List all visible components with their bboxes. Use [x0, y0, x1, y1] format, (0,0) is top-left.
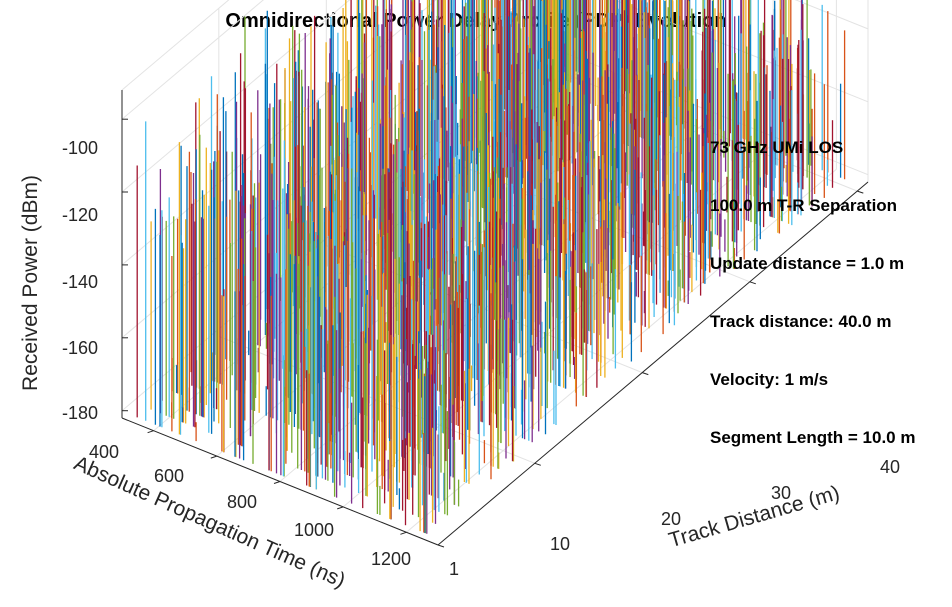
annotation-frequency: 73 GHz UMi LOS	[710, 138, 843, 157]
grid-line	[794, 0, 869, 30]
annotation-update-distance: Update distance = 1.0 m	[710, 254, 904, 273]
z-tick-label: -100	[62, 138, 98, 158]
chart-title: Omnidirectional Power Delay Profile (PDP…	[225, 10, 726, 32]
y-tick-label: 1	[449, 559, 459, 579]
y-tick-label: 30	[771, 483, 791, 503]
z-tick-label: -140	[62, 272, 98, 292]
y-tick-labels: 1 10 20 30 40	[449, 457, 900, 579]
stem-series	[136, 0, 846, 534]
x-tick-labels: 400 600 800 1000 1200	[89, 442, 411, 569]
grid-line	[121, 0, 230, 91]
x-tick-label: 400	[89, 442, 119, 462]
x-tick-label: 600	[154, 466, 184, 486]
y-tick	[857, 190, 864, 194]
x-tick-label: 1200	[371, 549, 411, 569]
z-tick-labels: -100 -120 -140 -160 -180	[62, 138, 98, 423]
annotation-segment-length: Segment Length = 10.0 m	[710, 428, 915, 447]
annotation-velocity: Velocity: 1 m/s	[710, 370, 828, 389]
x-tick-label: 1000	[294, 520, 334, 540]
z-tick-label: -160	[62, 338, 98, 358]
grid-line	[121, 0, 264, 120]
x-tick-label: 800	[227, 492, 257, 512]
z-axis-label: Received Power (dBm)	[19, 175, 42, 391]
y-tick	[534, 462, 541, 466]
y-axis-line	[437, 181, 869, 546]
annotation-tr-separation: 100.0 m T-R Separation	[710, 196, 897, 215]
annotation-track-distance: Track distance: 40.0 m	[710, 312, 891, 331]
grid-line	[121, 0, 351, 193]
grid-line	[406, 168, 837, 533]
y-tick-label: 40	[880, 457, 900, 477]
y-tick-label: 20	[661, 509, 681, 529]
y-tick	[642, 372, 649, 376]
x-tick	[273, 481, 281, 484]
x-tick	[400, 531, 407, 535]
annotation-box: 73 GHz UMi LOS 100.0 m T-R Separation Up…	[710, 138, 915, 447]
axes	[121, 90, 869, 548]
z-tick-label: -180	[62, 403, 98, 423]
x-tick	[337, 506, 344, 510]
x-tick	[147, 430, 154, 434]
y-tick	[437, 544, 445, 548]
z-tick-label: -120	[62, 205, 98, 225]
y-tick-label: 10	[550, 534, 570, 554]
x-tick	[210, 455, 217, 459]
y-axis-label: Track Distance (m)	[666, 481, 842, 552]
y-tick	[749, 281, 756, 285]
